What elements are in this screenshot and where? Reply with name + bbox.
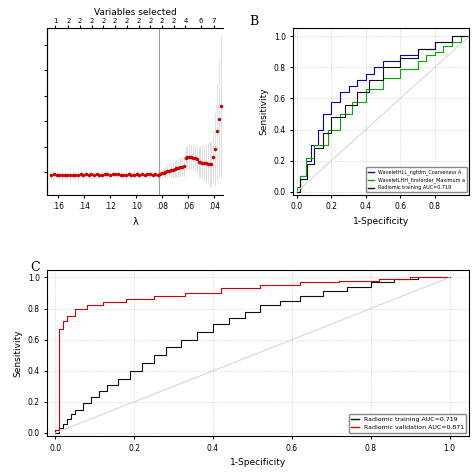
Text: B: B xyxy=(249,15,259,28)
X-axis label: 1-Specificity: 1-Specificity xyxy=(230,458,286,467)
Y-axis label: Sensitivity: Sensitivity xyxy=(259,88,268,136)
Legend: Radiomic training AUC=0.719, Radiomic validation AUC=0.871: Radiomic training AUC=0.719, Radiomic va… xyxy=(348,414,466,433)
Legend: WaveletHLL_ngtdm_Coarseness A, WaveletLHH_firstorder_Maximum a, Radiomic trainin: WaveletHLL_ngtdm_Coarseness A, WaveletLH… xyxy=(366,167,467,192)
X-axis label: λ: λ xyxy=(132,217,138,227)
X-axis label: 1-Specificity: 1-Specificity xyxy=(353,217,410,226)
Text: C: C xyxy=(30,261,40,274)
X-axis label: Variables selected: Variables selected xyxy=(94,9,177,18)
Y-axis label: Sensitivity: Sensitivity xyxy=(13,329,22,377)
